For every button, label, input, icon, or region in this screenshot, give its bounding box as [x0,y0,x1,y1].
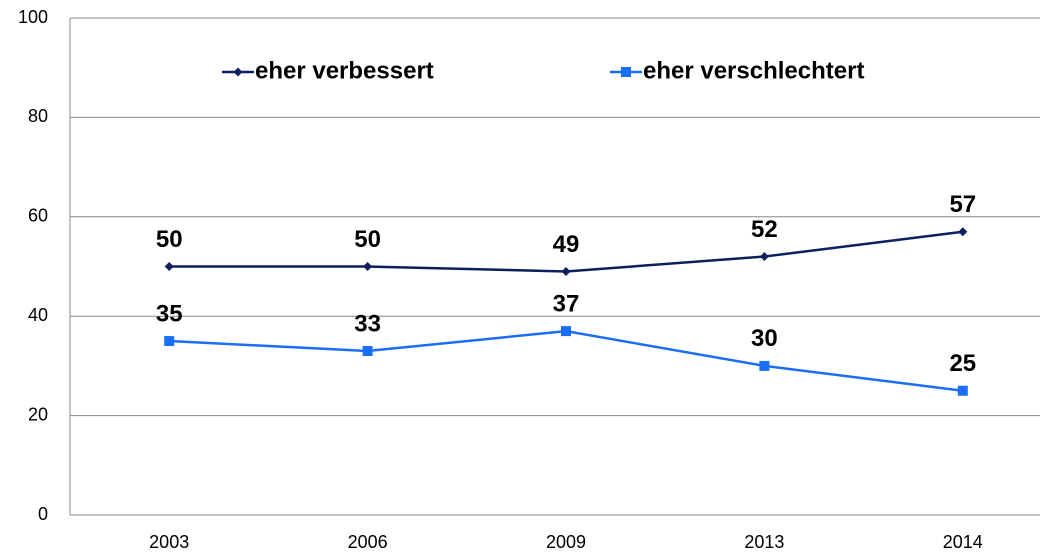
data-point [362,345,373,356]
data-label: 37 [553,290,580,317]
y-tick-label: 40 [28,305,48,325]
data-point [561,326,571,337]
x-tick-label: 2006 [348,532,388,552]
data-label: 33 [354,310,381,337]
data-point [164,262,174,271]
y-tick-label: 0 [38,504,48,524]
data-point [957,385,968,396]
legend-marker [621,67,631,77]
data-point [958,227,968,237]
data-label: 49 [553,231,580,258]
data-point [759,360,770,371]
y-tick-label: 60 [28,206,48,226]
x-tick-label: 2009 [546,532,586,552]
data-point [363,262,373,271]
y-tick-label: 20 [28,404,48,424]
data-label: 35 [156,300,183,327]
x-tick-label: 2014 [943,532,983,552]
data-label: 50 [354,226,381,253]
data-label: 25 [949,350,976,377]
data-point [759,252,769,262]
y-tick-label: 80 [28,106,48,126]
legend-marker [233,67,243,77]
data-label: 52 [751,216,778,243]
x-tick-label: 2003 [149,532,189,552]
data-point [561,266,571,276]
legend-label: eher verschlechtert [643,57,864,84]
legend-label: eher verbessert [255,57,434,84]
x-tick-label: 2013 [744,532,784,552]
data-label: 57 [949,191,976,218]
series-line [169,329,963,392]
data-label: 50 [156,226,183,253]
data-point [164,336,175,347]
y-tick-label: 100 [18,7,48,27]
data-label: 30 [751,325,778,352]
